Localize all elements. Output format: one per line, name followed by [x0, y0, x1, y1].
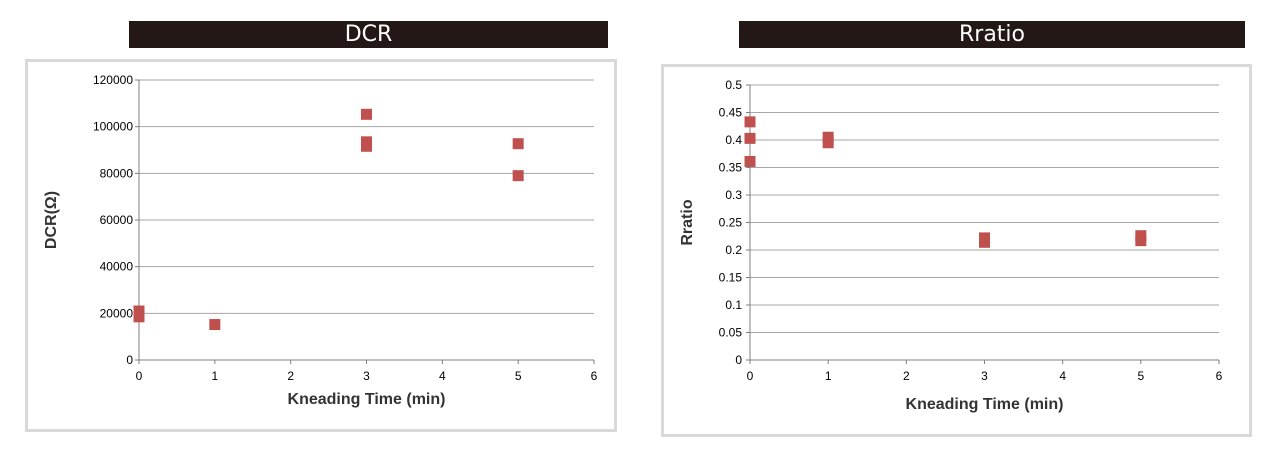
data-point — [361, 140, 372, 152]
y-tick-label: 0.05 — [719, 326, 743, 340]
data-point — [133, 311, 145, 323]
data-point — [512, 170, 524, 182]
x-tick-label: 1 — [211, 369, 218, 383]
y-tick-label: 40000 — [100, 260, 134, 274]
data-point — [744, 116, 756, 128]
dcr-scatter-chart: 0 20000 40000 60000 80000 100000 120000 0 1 2 3 4 5 6… — [43, 73, 598, 408]
y-axis-title: Rratio — [679, 199, 696, 245]
data-point — [133, 305, 145, 317]
rratio-scatter-chart: 0 0.05 0.1 0.15 0.2 0.25 0.3 0.35 0.4 0.45 0.5 0 1 2 3… — [679, 78, 1223, 413]
y-tick-label: 0.35 — [719, 161, 743, 175]
dcr-chart-title: DCR — [129, 21, 608, 48]
x-tick-label: 2 — [903, 369, 910, 383]
dcr-chart-panel: 0 20000 40000 60000 80000 100000 120000 0 1 2 3 4 5 6… — [25, 59, 617, 432]
x-tick-label: 4 — [1059, 369, 1066, 383]
y-tick-label: 100000 — [93, 120, 133, 134]
x-tick-label: 3 — [363, 369, 370, 383]
y-tick-label: 20000 — [100, 306, 134, 320]
x-tick-label: 1 — [825, 369, 832, 383]
rratio-chart-panel: 0 0.05 0.1 0.15 0.2 0.25 0.3 0.35 0.4 0.45 0.5 0 1 2 3… — [661, 64, 1252, 437]
y-axis-title: DCR(Ω) — [43, 191, 60, 249]
x-tick-label: 0 — [747, 369, 754, 383]
y-tick-label: 0 — [126, 353, 133, 367]
y-tick-label: 0.1 — [725, 298, 742, 312]
y-tick-label: 0 — [735, 353, 742, 367]
rratio-chart-title: Rratio — [739, 21, 1245, 48]
y-tick-label: 0.3 — [725, 188, 742, 202]
y-tick-label: 0.45 — [719, 106, 743, 120]
y-tick-label: 0.5 — [725, 78, 742, 92]
x-tick-label: 0 — [136, 369, 143, 383]
data-point — [979, 236, 990, 248]
x-tick-label: 4 — [439, 369, 446, 383]
x-tick-label: 5 — [515, 369, 522, 383]
x-axis-title: Kneading Time (min) — [288, 391, 446, 408]
y-tick-label: 0.15 — [719, 271, 743, 285]
y-tick-label: 120000 — [93, 73, 133, 87]
data-point — [744, 132, 756, 144]
y-tick-label: 80000 — [100, 166, 134, 180]
data-point — [822, 137, 834, 149]
x-tick-label: 6 — [591, 369, 598, 383]
y-tick-label: 0.2 — [725, 243, 742, 257]
data-point — [512, 138, 524, 150]
data-point — [361, 108, 372, 120]
y-tick-label: 0.25 — [719, 216, 743, 230]
data-point — [744, 155, 756, 167]
data-point — [209, 319, 221, 331]
x-tick-label: 6 — [1216, 369, 1223, 383]
x-tick-label: 5 — [1137, 369, 1144, 383]
y-tick-label: 60000 — [100, 213, 134, 227]
y-tick-label: 0.4 — [725, 133, 742, 147]
x-tick-label: 2 — [287, 369, 294, 383]
x-axis-title: Kneading Time (min) — [906, 396, 1064, 413]
data-point — [1135, 235, 1147, 247]
x-tick-label: 3 — [981, 369, 988, 383]
